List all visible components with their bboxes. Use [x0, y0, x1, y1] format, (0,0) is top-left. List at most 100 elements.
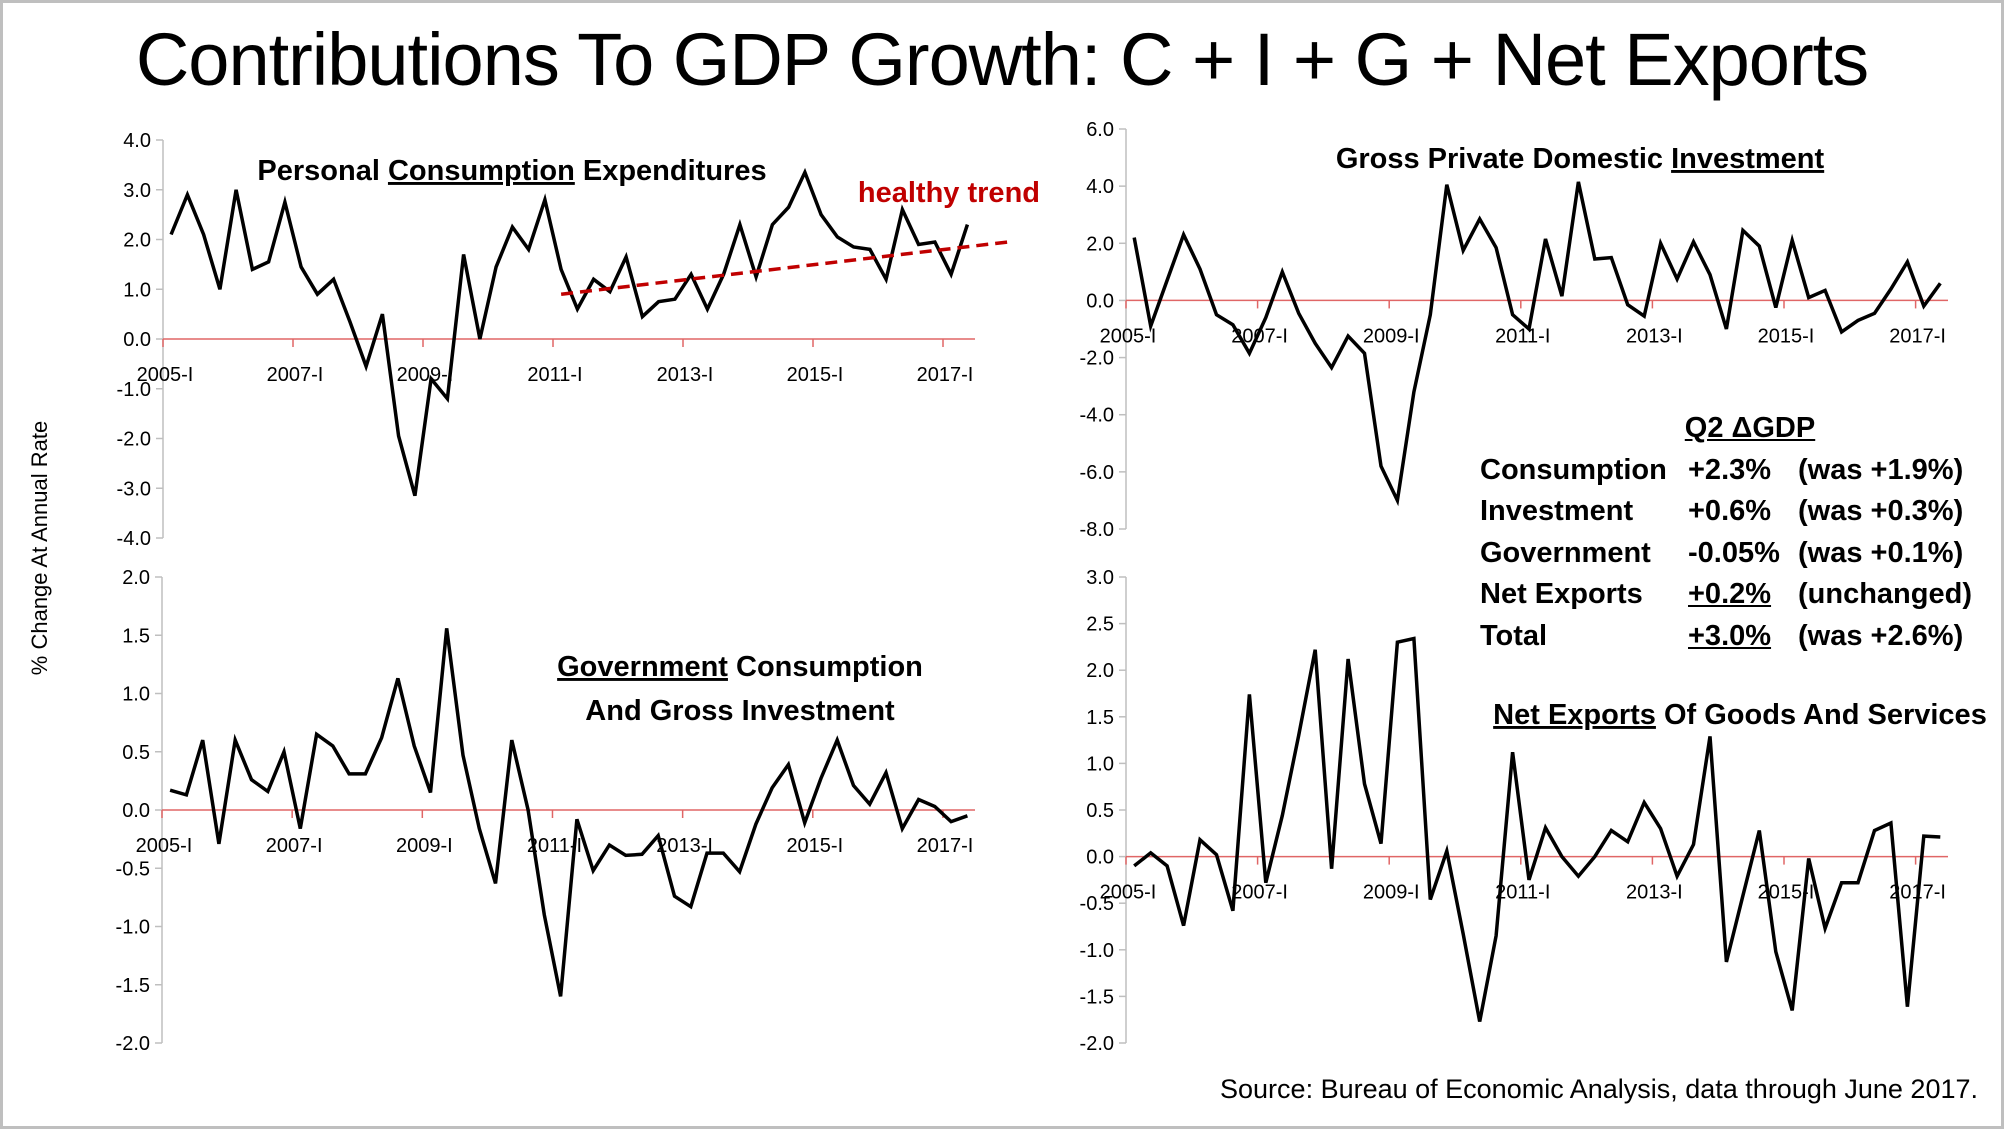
y-tick-label: -0.5: [1080, 893, 1114, 915]
y-tick-label: 1.5: [122, 625, 150, 647]
summary-row: Government -0.05% (was +0.1%): [1480, 533, 1972, 575]
y-tick-label: -1.5: [116, 975, 150, 997]
x-tick-label: 2011-I: [1495, 325, 1550, 347]
summary-label: Net Exports: [1480, 578, 1643, 610]
x-tick-label: 2013-I: [1626, 882, 1683, 904]
title-part: Expenditures: [575, 155, 767, 187]
slide-title: Contributions To GDP Growth: C + I + G +…: [135, 18, 1869, 101]
y-tick-label: 1.5: [1086, 707, 1114, 729]
net_exports-series-line: [1133, 636, 1941, 1022]
consumption-chart: 4.0 3.0 2.0 1.0 0.0 -1.0 -2.0 -3.0 -4.0 2005-I 200…: [117, 130, 1040, 550]
summary-value: -0.05%: [1688, 536, 1780, 569]
government-chart: 2.0 1.5 1.0 0.5 0.0 -0.5 -1.0 -1.5 -2.0 2005-I 200…: [116, 567, 975, 1055]
y-tick-label: -4.0: [117, 528, 151, 550]
government-title: Government Consumption: [557, 651, 923, 683]
x-tick-label: 2017-I: [1889, 325, 1946, 347]
y-tick-label: 4.0: [1086, 176, 1114, 198]
summary-row: Net Exports +0.2% (unchanged): [1480, 574, 1972, 616]
y-tick-label: 3.0: [123, 180, 151, 202]
summary-previous: (was +2.6%): [1798, 619, 1964, 652]
x-tick-label: 2015-I: [1758, 325, 1815, 347]
q2-gdp-summary: Q2 ΔGDP Consumption +2.3% (was +1.9%) Inves…: [1480, 408, 1972, 657]
title-part: Gross Private Domestic: [1336, 143, 1671, 175]
y-tick-label: -3.0: [117, 478, 151, 500]
y-tick-label: -0.5: [116, 858, 150, 880]
x-tick-label: 2017-I: [917, 835, 974, 857]
y-tick-label: 2.0: [123, 230, 151, 252]
y-tick-label: 1.0: [122, 684, 150, 706]
x-tick-label: 2007-I: [266, 835, 323, 857]
title-part: Personal: [257, 155, 388, 187]
title-part: Of Goods And Services: [1656, 699, 1987, 731]
y-tick-label: -1.0: [116, 917, 150, 939]
y-tick-label: 2.5: [1086, 614, 1114, 636]
net_exports-chart: 3.0 2.5 2.0 1.5 1.0 0.5 0.0 -0.5 -1.0 -1.5 -2.0 200…: [1080, 567, 1987, 1055]
consumption-series-line: [169, 167, 970, 497]
x-tick-label: 2011-I: [1495, 882, 1550, 904]
summary-previous: (was +0.1%): [1798, 536, 1964, 569]
summary-value: +2.3%: [1688, 453, 1772, 486]
x-tick-label: 2005-I: [136, 835, 193, 857]
summary-previous: (was +1.9%): [1798, 453, 1964, 486]
x-tick-label: 2015-I: [787, 364, 844, 386]
x-tick-label: 2013-I: [1626, 325, 1683, 347]
y-tick-label: 2.0: [1086, 660, 1114, 682]
y-tick-label: -1.0: [117, 379, 151, 401]
summary-row: Investment +0.6% (was +0.3%): [1480, 491, 1972, 533]
y-tick-label: -2.0: [1080, 1033, 1114, 1055]
y-tick-label: -2.0: [1080, 348, 1114, 370]
summary-value: +0.2%: [1688, 578, 1772, 610]
summary-value: +0.6%: [1688, 495, 1772, 527]
x-tick-label: 2017-I: [917, 364, 974, 386]
title-part: Net Exports: [1493, 699, 1656, 731]
y-tick-label: -1.5: [1080, 986, 1114, 1008]
summary-label: Total: [1480, 619, 1548, 652]
x-tick-label: 2009-I: [1363, 882, 1420, 904]
consumption-title: Personal Consumption Expenditures: [257, 155, 766, 187]
x-tick-label: 2011-I: [527, 364, 582, 386]
y-tick-label: -1.0: [1080, 940, 1114, 962]
summary-heading: Q2 ΔGDP: [1684, 412, 1816, 444]
trend-annotation: healthy trend: [858, 177, 1040, 209]
investment-series-line: [1132, 181, 1942, 507]
x-tick-label: 2011-I: [527, 835, 582, 857]
government-series-line: [169, 628, 968, 997]
net_exports-title: Net Exports Of Goods And Services: [1493, 699, 1987, 731]
x-tick-label: 2007-I: [1231, 882, 1288, 904]
summary-label: Government: [1480, 536, 1651, 569]
title-part: Consumption: [388, 155, 575, 187]
summary-label: Consumption: [1480, 453, 1667, 486]
summary-value: +3.0%: [1688, 619, 1772, 652]
x-tick-label: 2015-I: [786, 835, 843, 857]
y-tick-label: 0.0: [123, 329, 151, 351]
summary-label: Investment: [1480, 495, 1634, 527]
y-tick-label: 4.0: [123, 130, 151, 152]
x-tick-label: 2007-I: [1231, 325, 1288, 347]
y-tick-label: -2.0: [116, 1033, 150, 1055]
title-part: Consumption: [728, 651, 923, 683]
government-title-line2: And Gross Investment: [585, 695, 895, 727]
x-tick-label: 2009-I: [397, 364, 454, 386]
y-tick-label: 6.0: [1086, 119, 1114, 141]
x-tick-label: 2013-I: [657, 364, 714, 386]
summary-row: Consumption +2.3% (was +1.9%): [1480, 450, 1972, 492]
y-tick-label: -4.0: [1080, 405, 1114, 427]
y-tick-label: 3.0: [1086, 567, 1114, 589]
y-tick-label: 1.0: [1086, 753, 1114, 775]
x-tick-label: 2009-I: [1363, 325, 1420, 347]
x-tick-label: 2007-I: [267, 364, 324, 386]
y-tick-label: -6.0: [1080, 462, 1114, 484]
y-tick-label: 0.0: [1086, 847, 1114, 869]
summary-previous: (was +0.3%): [1798, 495, 1964, 527]
x-tick-label: 2005-I: [137, 364, 194, 386]
title-part: Investment: [1671, 143, 1824, 175]
x-tick-label: 2005-I: [1100, 882, 1157, 904]
summary-previous: (unchanged): [1798, 578, 1972, 610]
summary-row: Total +3.0% (was +2.6%): [1480, 616, 1972, 658]
y-tick-label: -8.0: [1080, 519, 1114, 541]
y-tick-label: 0.0: [1086, 290, 1114, 312]
investment-title: Gross Private Domestic Investment: [1336, 143, 1825, 175]
x-tick-label: 2015-I: [1758, 882, 1815, 904]
